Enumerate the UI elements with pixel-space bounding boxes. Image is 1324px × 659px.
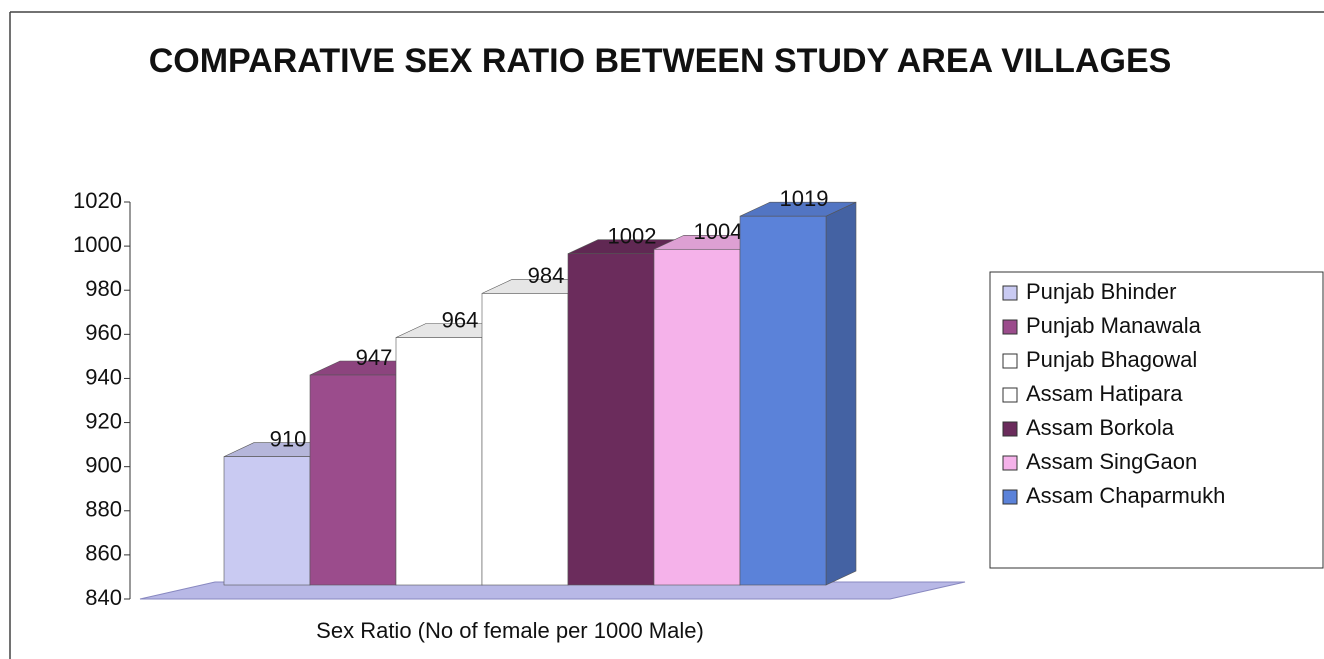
y-tick-label: 880 — [85, 497, 122, 522]
y-tick-label: 1020 — [73, 188, 122, 213]
data-label: 910 — [270, 426, 307, 451]
y-tick-label: 1000 — [73, 232, 122, 257]
legend-label: Punjab Bhinder — [1026, 279, 1176, 304]
y-tick-label: 940 — [85, 364, 122, 389]
legend-swatch — [1002, 353, 1018, 369]
legend-label: Punjab Bhagowal — [1026, 347, 1197, 372]
data-label: 947 — [356, 345, 393, 370]
legend-label: Assam SingGaon — [1026, 449, 1197, 474]
bar — [739, 215, 827, 586]
y-tick-label: 840 — [85, 585, 122, 610]
legend-label: Punjab Manawala — [1026, 313, 1202, 338]
data-label: 964 — [442, 307, 479, 332]
legend-swatch — [1002, 455, 1018, 471]
bar — [223, 456, 311, 586]
data-label: 1004 — [694, 219, 743, 244]
bar — [395, 337, 483, 586]
chart-title: COMPARATIVE SEX RATIO BETWEEN STUDY AREA… — [148, 42, 1172, 80]
legend-swatch — [1002, 285, 1018, 301]
bar — [309, 374, 397, 586]
x-tick-label: Sex Ratio (No of female per 1000 Male) — [316, 618, 704, 643]
legend-swatch — [1002, 319, 1018, 335]
y-tick-label: 860 — [85, 541, 122, 566]
bar — [567, 253, 655, 586]
bar-side — [825, 201, 857, 586]
legend-swatch — [1002, 421, 1018, 437]
y-tick-label: 920 — [85, 408, 122, 433]
y-tick-label: 960 — [85, 320, 122, 345]
bar — [653, 248, 741, 586]
data-label: 984 — [528, 263, 565, 288]
legend-box — [989, 271, 1324, 569]
data-label: 1002 — [608, 224, 657, 249]
legend-label: Assam Borkola — [1026, 415, 1175, 440]
bar — [481, 293, 569, 586]
legend-swatch — [1002, 387, 1018, 403]
y-tick-label: 900 — [85, 452, 122, 477]
legend-label: Assam Hatipara — [1026, 381, 1183, 406]
legend-swatch — [1002, 489, 1018, 505]
floor — [139, 581, 966, 600]
y-tick-label: 980 — [85, 276, 122, 301]
legend-label: Assam Chaparmukh — [1026, 483, 1225, 508]
data-label: 1019 — [780, 186, 829, 211]
